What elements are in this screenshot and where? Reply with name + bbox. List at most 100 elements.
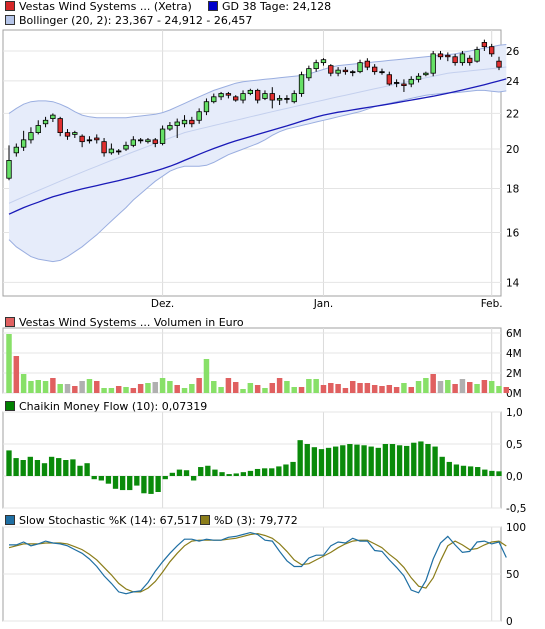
candle-body [116, 150, 122, 153]
volume-bar [35, 380, 41, 393]
cmf-bar [290, 461, 296, 476]
volume-legend: Vestas Wind Systems ... Volumen in Euro [5, 316, 244, 330]
candle [108, 143, 115, 155]
candle-body [28, 132, 34, 141]
cmf-bar [84, 463, 90, 476]
candle [57, 116, 63, 137]
candle-body [254, 89, 261, 101]
cmf-bar [77, 465, 83, 476]
volume-bar [452, 384, 458, 393]
candle-body [247, 89, 254, 94]
candle [123, 141, 129, 151]
candle [203, 98, 210, 116]
cmf-bar [13, 458, 19, 476]
y-tick-label: 50 [506, 569, 519, 581]
candle-body [159, 128, 166, 144]
candle [481, 39, 488, 51]
volume-bar [415, 381, 422, 393]
y-tick-label: 18 [506, 183, 519, 195]
candle [116, 149, 122, 155]
candle [306, 65, 312, 81]
cmf-bar [396, 445, 403, 476]
cmf-bar [105, 476, 112, 484]
candle-body [196, 111, 202, 121]
cmf-bar [318, 449, 325, 476]
cmf-bar [261, 468, 268, 476]
bollinger-band-area [9, 44, 507, 262]
candle-body [386, 74, 392, 85]
candle [342, 67, 349, 75]
candle [137, 138, 144, 144]
candle-body [94, 137, 100, 141]
price-legend-bollinger: Bollinger (20, 2): 23,367 - 24,912 - 26,… [5, 14, 252, 28]
candle [496, 56, 502, 71]
candle-body [174, 121, 180, 126]
y-tick-label: 0 [506, 616, 513, 628]
gd38-line [8, 78, 507, 215]
cmf-bar [240, 472, 247, 476]
candle [64, 129, 71, 140]
cmf-bar [304, 444, 310, 476]
volume-bar [115, 386, 122, 393]
candle-body [328, 65, 334, 74]
candle [159, 125, 166, 146]
candle [72, 130, 78, 139]
volume-bar [13, 356, 20, 393]
candle-body [298, 74, 305, 94]
legend-swatch-icon [200, 515, 210, 525]
candle [196, 108, 202, 124]
cmf-bar [41, 463, 48, 476]
candle [423, 71, 429, 77]
cmf-bar [183, 470, 190, 476]
cmf-bar [70, 459, 76, 476]
candle [240, 90, 246, 104]
candle-body [335, 69, 341, 74]
volume-bar [42, 381, 49, 393]
volume-bar [20, 374, 27, 393]
candle-body [269, 93, 275, 101]
cmf-bar [269, 468, 275, 476]
y-tick-label: 100 [506, 522, 526, 534]
candle-body [430, 53, 436, 74]
candle-body [203, 101, 210, 113]
legend-swatch-icon [208, 1, 218, 11]
volume-bar [393, 387, 400, 393]
candle-body [79, 135, 85, 143]
volume-bar [474, 384, 480, 393]
candle-body [437, 53, 444, 58]
cmf-bar [254, 468, 261, 476]
volume-bar [145, 383, 151, 393]
candle [313, 59, 319, 72]
candle [254, 88, 261, 104]
volume-bar [211, 381, 217, 393]
candle-body [145, 139, 151, 143]
candle [445, 52, 451, 62]
volume-bar [64, 384, 71, 393]
y-tick-label: 14 [506, 277, 520, 289]
volume-bar [152, 382, 159, 393]
candle [284, 95, 290, 104]
cmf-bar [489, 470, 495, 476]
volume-bar [342, 388, 349, 393]
cmf-bar [233, 473, 239, 476]
cmf-bar [112, 476, 119, 489]
cmf-bar [119, 476, 126, 491]
y-tick-label: 24 [506, 76, 520, 88]
cmf-bar [127, 476, 133, 491]
cmf-bar [375, 447, 381, 476]
bollinger-lower-line [8, 89, 507, 263]
candle-body [372, 66, 378, 73]
cmf-bar [205, 465, 211, 476]
candle-body [240, 93, 246, 101]
candle-body [408, 78, 414, 85]
volume-bar [6, 334, 12, 393]
volume-bar [50, 378, 56, 393]
candle [35, 120, 41, 135]
cmf-bar [404, 445, 410, 476]
cmf-bar [368, 446, 374, 476]
cmf-bar [496, 471, 502, 476]
candle [50, 113, 56, 123]
legend-swatch-icon [5, 317, 15, 327]
candle-body [364, 60, 371, 68]
volume-bar [108, 388, 115, 393]
